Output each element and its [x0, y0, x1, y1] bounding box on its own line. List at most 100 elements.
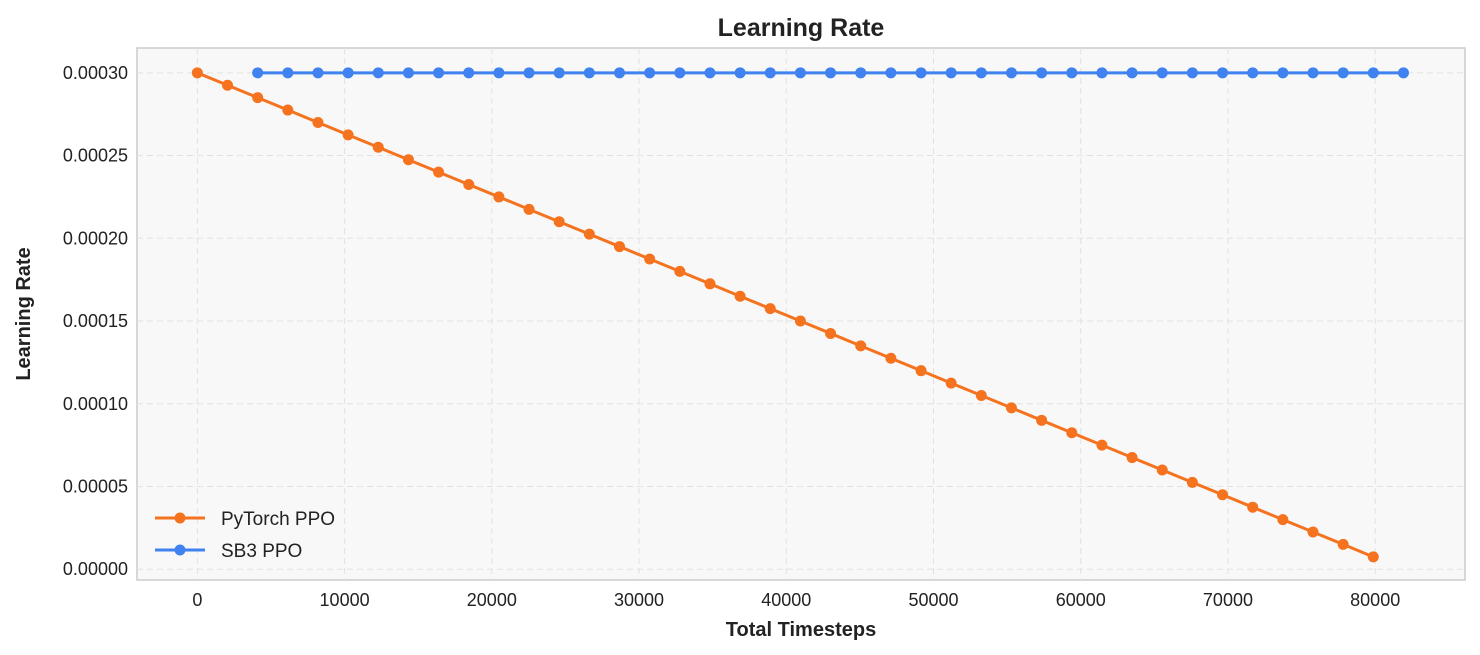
data-point-pytorch-ppo — [191, 67, 203, 79]
data-point-sb3-ppo — [1156, 67, 1168, 79]
data-point-sb3-ppo — [1307, 67, 1319, 79]
plot-area — [136, 47, 1466, 581]
data-point-pytorch-ppo — [794, 315, 806, 327]
data-point-pytorch-ppo — [222, 79, 234, 91]
data-point-sb3-ppo — [825, 67, 837, 79]
data-point-pytorch-ppo — [402, 154, 414, 166]
series-line-pytorch-ppo — [196, 71, 1374, 559]
data-point-sb3-ppo — [583, 67, 595, 79]
data-point-pytorch-ppo — [463, 179, 475, 191]
data-point-sb3-ppo — [402, 67, 414, 79]
data-point-sb3-ppo — [1005, 67, 1017, 79]
data-point-sb3-ppo — [372, 67, 384, 79]
legend: PyTorch PPO SB3 PPO — [155, 509, 335, 562]
y-tick-label: 0.00015 — [63, 311, 128, 331]
x-tick-label: 0 — [192, 590, 202, 610]
data-point-pytorch-ppo — [704, 278, 716, 290]
data-point-sb3-ppo — [644, 67, 656, 79]
data-point-pytorch-ppo — [553, 216, 565, 228]
series-sb3-ppo — [252, 67, 1409, 79]
x-tick-label: 10000 — [320, 590, 370, 610]
x-tick-label: 40000 — [761, 590, 811, 610]
data-point-sb3-ppo — [1247, 67, 1259, 79]
data-point-pytorch-ppo — [342, 129, 354, 141]
data-point-pytorch-ppo — [583, 228, 595, 240]
data-point-sb3-ppo — [764, 67, 776, 79]
data-point-sb3-ppo — [342, 67, 354, 79]
legend-marker-pytorch-ppo — [174, 512, 186, 524]
data-point-pytorch-ppo — [915, 365, 927, 377]
data-point-pytorch-ppo — [1156, 464, 1168, 476]
data-point-pytorch-ppo — [1307, 526, 1319, 538]
data-point-pytorch-ppo — [1186, 476, 1198, 488]
y-tick-label: 0.00030 — [63, 63, 128, 83]
x-tick-label: 80000 — [1350, 590, 1400, 610]
data-point-pytorch-ppo — [855, 340, 867, 352]
data-point-sb3-ppo — [734, 67, 746, 79]
x-axis-title: Total Timesteps — [726, 619, 876, 641]
data-point-pytorch-ppo — [1126, 452, 1138, 464]
legend-marker-sb3-ppo — [174, 544, 186, 556]
data-point-sb3-ppo — [704, 67, 716, 79]
data-point-sb3-ppo — [1277, 67, 1289, 79]
data-point-pytorch-ppo — [312, 116, 324, 128]
data-point-pytorch-ppo — [1096, 439, 1108, 451]
data-point-sb3-ppo — [252, 67, 264, 79]
data-point-pytorch-ppo — [885, 352, 897, 364]
x-axis-ticks: 0 10000 20000 30000 40000 50000 60000 70000 8000… — [192, 590, 1400, 610]
y-axis-ticks: 0.00000 0.00005 0.00010 0.00015 0.00020 0.000… — [63, 63, 128, 579]
y-tick-label: 0.00020 — [63, 228, 128, 248]
data-point-sb3-ppo — [1367, 67, 1379, 79]
x-tick-label: 60000 — [1056, 590, 1106, 610]
data-point-pytorch-ppo — [1217, 489, 1229, 501]
data-point-sb3-ppo — [523, 67, 535, 79]
chart-title: Learning Rate — [718, 14, 885, 42]
data-point-pytorch-ppo — [825, 327, 837, 339]
data-point-sb3-ppo — [945, 67, 957, 79]
data-point-pytorch-ppo — [1066, 427, 1078, 439]
data-point-sb3-ppo — [794, 67, 806, 79]
data-point-pytorch-ppo — [764, 303, 776, 315]
data-point-pytorch-ppo — [1036, 414, 1048, 426]
data-point-pytorch-ppo — [1247, 501, 1259, 513]
legend-label-sb3-ppo: SB3 PPO — [221, 541, 302, 562]
y-tick-label: 0.00005 — [63, 477, 128, 497]
data-point-sb3-ppo — [1126, 67, 1138, 79]
data-point-pytorch-ppo — [945, 377, 957, 389]
data-point-sb3-ppo — [885, 67, 897, 79]
x-tick-label: 50000 — [908, 590, 958, 610]
data-point-pytorch-ppo — [493, 191, 505, 203]
data-point-sb3-ppo — [463, 67, 475, 79]
data-point-sb3-ppo — [1337, 67, 1349, 79]
data-point-sb3-ppo — [1397, 67, 1409, 79]
data-point-sb3-ppo — [915, 67, 927, 79]
data-point-sb3-ppo — [312, 67, 324, 79]
data-point-pytorch-ppo — [523, 203, 535, 215]
y-tick-label: 0.00010 — [63, 394, 128, 414]
data-point-pytorch-ppo — [975, 389, 987, 401]
data-point-sb3-ppo — [1096, 67, 1108, 79]
series-pytorch-ppo — [191, 67, 1379, 563]
data-point-pytorch-ppo — [613, 241, 625, 253]
data-point-sb3-ppo — [975, 67, 987, 79]
data-point-pytorch-ppo — [1277, 514, 1289, 526]
data-point-sb3-ppo — [1066, 67, 1078, 79]
data-point-pytorch-ppo — [1337, 538, 1349, 550]
data-point-sb3-ppo — [282, 67, 294, 79]
data-point-pytorch-ppo — [1367, 551, 1379, 563]
y-tick-label: 0.00025 — [63, 146, 128, 166]
x-tick-label: 70000 — [1203, 590, 1253, 610]
data-point-sb3-ppo — [1217, 67, 1229, 79]
data-point-pytorch-ppo — [252, 92, 264, 104]
data-point-pytorch-ppo — [433, 166, 445, 178]
series-group — [191, 67, 1409, 563]
data-point-sb3-ppo — [1186, 67, 1198, 79]
x-tick-label: 20000 — [467, 590, 517, 610]
data-point-pytorch-ppo — [734, 290, 746, 302]
x-tick-label: 30000 — [614, 590, 664, 610]
data-point-pytorch-ppo — [372, 141, 384, 153]
data-point-sb3-ppo — [493, 67, 505, 79]
data-point-pytorch-ppo — [674, 265, 686, 277]
y-tick-label: 0.00000 — [63, 559, 128, 579]
